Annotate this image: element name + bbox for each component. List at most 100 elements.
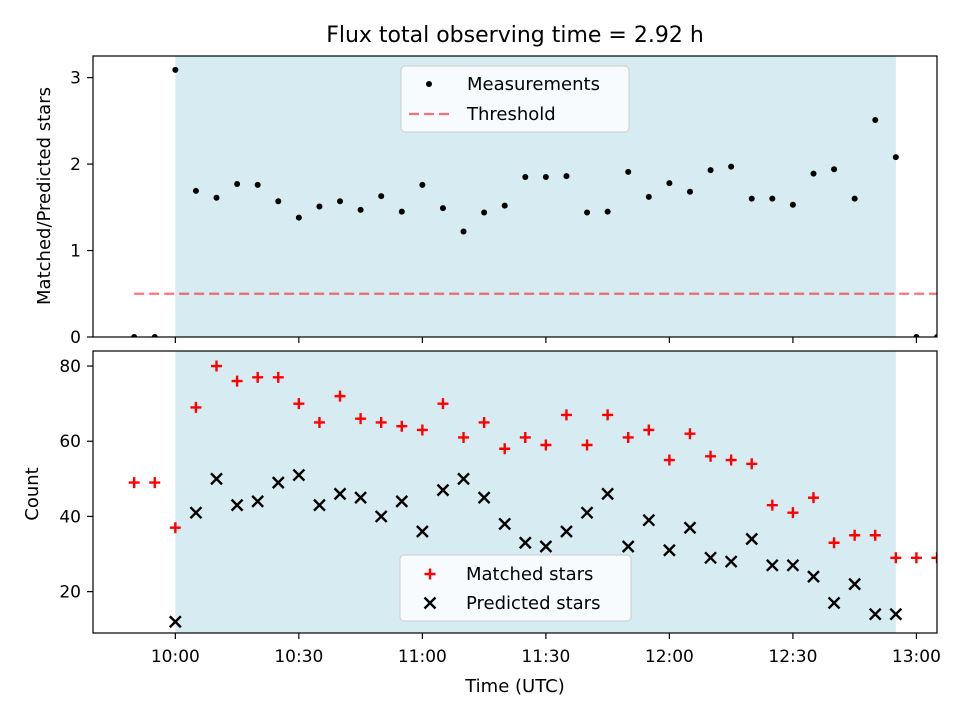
bottom-y-axis-label: Count bbox=[22, 467, 43, 520]
matched-star-point bbox=[869, 529, 881, 541]
predicted-star-point bbox=[374, 510, 388, 523]
measurement-point bbox=[151, 334, 158, 337]
predicted-star-point bbox=[848, 577, 862, 591]
axes-frame bbox=[92, 55, 938, 338]
legend-box bbox=[400, 65, 630, 133]
measurement-point bbox=[316, 203, 323, 210]
matched-star-point bbox=[643, 424, 655, 436]
legend-matched-label: Matched stars bbox=[466, 564, 593, 585]
predicted-star-point bbox=[416, 525, 429, 538]
predicted-star-point bbox=[230, 498, 244, 512]
legend-measurements-label: Measurements bbox=[467, 74, 600, 95]
measurement-point bbox=[481, 209, 488, 216]
matched-star-point bbox=[581, 439, 593, 451]
measurement-point bbox=[501, 202, 508, 209]
matched-star-point bbox=[807, 492, 819, 504]
x-tick-label: 13:00 bbox=[892, 647, 941, 667]
matched-star-point bbox=[766, 499, 778, 511]
predicted-star-point bbox=[354, 491, 367, 504]
predicted-star-point bbox=[601, 487, 614, 501]
measurement-point bbox=[234, 180, 241, 187]
matched-star-point bbox=[540, 439, 552, 451]
matched-star-point bbox=[231, 375, 243, 387]
x-tick-label: 12:30 bbox=[768, 647, 817, 667]
measurement-point bbox=[604, 208, 611, 215]
measurement-point bbox=[584, 209, 591, 216]
x-tick-label: 10:30 bbox=[274, 647, 323, 667]
legend-predicted-label: Predicted stars bbox=[466, 593, 600, 614]
matched-star-point bbox=[849, 529, 861, 541]
matched-star-point bbox=[128, 477, 140, 489]
predicted-star-point bbox=[580, 506, 594, 520]
predicted-star-point bbox=[683, 521, 697, 535]
x-tick-label: 12:00 bbox=[645, 647, 694, 667]
matched-star-point bbox=[725, 454, 737, 466]
measurement-point bbox=[625, 168, 632, 175]
plot-area bbox=[131, 66, 937, 337]
predicted-star-point bbox=[457, 472, 470, 486]
matched-star-point bbox=[499, 443, 511, 455]
y-tick-label: 80 bbox=[59, 357, 81, 377]
measurement-point bbox=[439, 205, 446, 212]
predicted-star-point bbox=[168, 615, 182, 629]
predicted-star-point bbox=[765, 558, 779, 572]
predicted-star-point bbox=[313, 498, 326, 512]
matched-star-point bbox=[910, 552, 922, 564]
measurement-point bbox=[460, 228, 467, 235]
y-tick-label: 2 bbox=[70, 155, 81, 175]
matched-star-point bbox=[622, 431, 634, 443]
matched-star-point bbox=[746, 458, 758, 470]
matched-star-point bbox=[375, 416, 387, 428]
predicted-star-point bbox=[498, 517, 512, 531]
measurement-point bbox=[398, 208, 405, 215]
y-tick-label: 60 bbox=[59, 432, 81, 452]
legend-threshold-label: Threshold bbox=[466, 104, 556, 125]
predicted-star-point bbox=[621, 540, 635, 553]
y-tick-label: 0 bbox=[70, 328, 81, 348]
measurement-point bbox=[769, 195, 776, 202]
measurement-point bbox=[254, 181, 261, 188]
measurement-point bbox=[337, 198, 344, 205]
measurement-point bbox=[707, 167, 714, 174]
measurement-point bbox=[851, 195, 858, 202]
matched-star-point bbox=[169, 522, 181, 534]
matched-star-point bbox=[211, 360, 223, 372]
legend-bottom: Matched stars Predicted stars bbox=[399, 554, 632, 622]
chart-title: Flux total observing time = 2.92 h bbox=[326, 23, 704, 48]
x-tick-label: 11:00 bbox=[398, 647, 447, 667]
matched-star-point bbox=[684, 428, 696, 440]
predicted-star-point bbox=[210, 472, 223, 486]
measurement-point bbox=[275, 198, 282, 205]
measurement-point bbox=[872, 116, 879, 123]
legend-matched-marker bbox=[424, 568, 436, 580]
measurement-point bbox=[357, 206, 364, 213]
bottom-panel: 20 40 60 80 10:00 10:30 11:00 11:30 12:00 12:30 13… bbox=[59, 350, 941, 667]
matched-star-point bbox=[787, 507, 799, 519]
predicted-star-point bbox=[745, 532, 759, 546]
measurement-point bbox=[172, 66, 179, 73]
measurement-point bbox=[810, 170, 817, 177]
predicted-star-point bbox=[889, 607, 903, 621]
matched-star-point bbox=[890, 552, 902, 564]
measurement-point bbox=[892, 154, 899, 161]
predicted-star-point bbox=[189, 506, 203, 520]
measurement-point bbox=[192, 187, 199, 194]
legend-box bbox=[399, 554, 632, 622]
predicted-star-point bbox=[807, 570, 820, 583]
measurement-point bbox=[666, 180, 673, 187]
matched-star-point bbox=[437, 398, 449, 410]
legend-top: Measurements Threshold bbox=[400, 65, 630, 133]
measurement-point bbox=[378, 193, 385, 200]
predicted-star-point bbox=[704, 551, 717, 565]
matched-star-point bbox=[313, 416, 325, 428]
measurement-point bbox=[789, 201, 796, 208]
matched-star-point bbox=[149, 477, 161, 489]
matched-star-point bbox=[931, 552, 937, 564]
x-tick-label: 11:30 bbox=[521, 647, 570, 667]
matched-star-point bbox=[828, 537, 840, 549]
matched-star-point bbox=[705, 450, 717, 462]
top-panel: 0 1 2 3 Measurements Threshold bbox=[70, 55, 938, 348]
x-axis-label: Time (UTC) bbox=[464, 676, 565, 697]
y-tick-label: 1 bbox=[70, 242, 81, 262]
